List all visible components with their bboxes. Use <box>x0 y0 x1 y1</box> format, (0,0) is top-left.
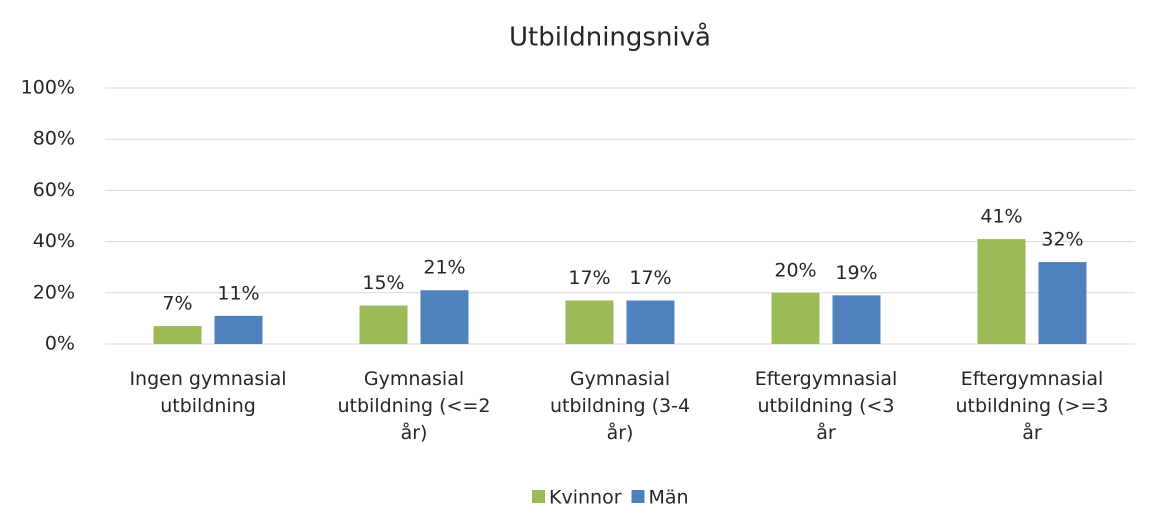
legend-label: Kvinnor <box>549 487 622 509</box>
bar <box>565 300 614 344</box>
data-label: 17% <box>629 267 671 289</box>
data-label: 7% <box>162 293 192 315</box>
chart-title: Utbildningsnivå <box>509 22 711 53</box>
data-label: 17% <box>568 267 610 289</box>
x-tick-label: Ingen gymnasial utbildning <box>129 368 287 417</box>
y-tick-label: 60% <box>33 179 75 201</box>
y-tick-label: 100% <box>21 77 75 99</box>
y-tick-label: 20% <box>33 281 75 303</box>
x-tick-label: Gymnasial utbildning (<=2 år) <box>337 368 491 444</box>
x-tick-label: Gymnasial utbildning (3-4 år) <box>549 368 691 444</box>
bar <box>626 300 675 344</box>
legend-label: Män <box>649 487 689 509</box>
x-tick-label: Eftergymnasial utbildning (>=3 år <box>955 368 1109 444</box>
data-label: 15% <box>362 272 404 294</box>
bar <box>1038 262 1087 344</box>
data-label: 11% <box>217 282 259 304</box>
y-tick-label: 80% <box>33 128 75 150</box>
data-label: 32% <box>1041 229 1083 251</box>
bar <box>214 315 263 344</box>
bar <box>153 326 202 344</box>
legend-swatch <box>631 490 645 503</box>
data-label: 20% <box>774 259 816 281</box>
data-label: 41% <box>980 206 1022 228</box>
bar <box>832 295 881 344</box>
y-tick-label: 40% <box>33 230 75 252</box>
bar <box>420 290 469 344</box>
data-label: 19% <box>835 262 877 284</box>
x-tick-label: Eftergymnasial utbildning (<3 år <box>754 368 898 444</box>
bar <box>359 305 408 344</box>
data-label: 21% <box>423 257 465 279</box>
bar <box>771 292 820 344</box>
y-tick-label: 0% <box>45 333 75 355</box>
legend-swatch <box>532 490 545 503</box>
bar <box>977 239 1026 344</box>
